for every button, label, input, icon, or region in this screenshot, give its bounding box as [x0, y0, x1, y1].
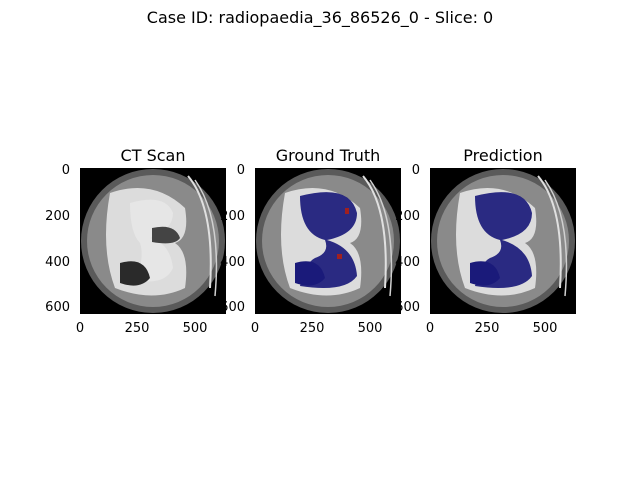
y-tick-label: 0 — [411, 163, 420, 178]
x-tick-label: 250 — [299, 321, 325, 336]
panel-title-ground-truth: Ground Truth — [275, 146, 381, 165]
prediction-image — [430, 168, 576, 314]
y-tick-label: 200 — [395, 209, 420, 224]
ground-truth-image — [255, 168, 401, 314]
x-tick-label: 0 — [75, 321, 85, 336]
x-tick-label: 250 — [474, 321, 500, 336]
y-tick-label: 400 — [220, 255, 245, 270]
y-tick-label: 400 — [45, 255, 70, 270]
x-tick-label: 250 — [124, 321, 150, 336]
x-tick-label: 500 — [357, 321, 383, 336]
x-tick-label: 500 — [182, 321, 208, 336]
x-tick-label: 0 — [425, 321, 435, 336]
panel-title-ct-scan: CT Scan — [120, 146, 186, 165]
ct-scan-image — [80, 168, 226, 314]
x-tick-label: 500 — [532, 321, 558, 336]
panel-title-prediction: Prediction — [463, 146, 543, 165]
y-tick-label: 400 — [395, 255, 420, 270]
y-tick-label: 0 — [236, 163, 245, 178]
y-tick-label: 600 — [220, 300, 245, 315]
y-tick-label: 600 — [395, 300, 420, 315]
x-tick-label: 0 — [250, 321, 260, 336]
y-tick-label: 200 — [45, 209, 70, 224]
y-tick-label: 600 — [45, 300, 70, 315]
y-tick-label: 0 — [61, 163, 70, 178]
y-tick-label: 200 — [220, 209, 245, 224]
figure-title: Case ID: radiopaedia_36_86526_0 - Slice:… — [146, 8, 494, 27]
